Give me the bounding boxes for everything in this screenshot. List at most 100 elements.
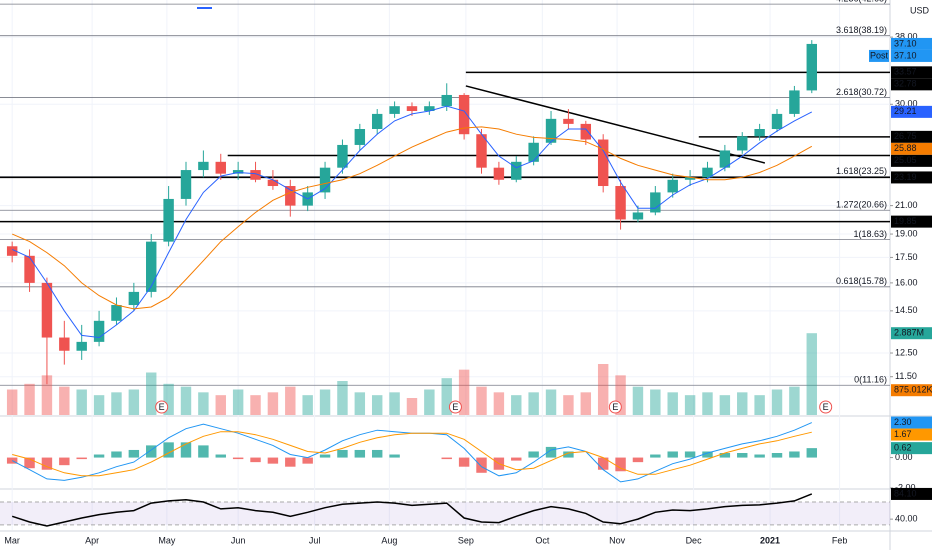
volume-bar <box>371 395 383 415</box>
y-tick-label: 21.00 <box>895 200 918 210</box>
price-tag <box>891 130 932 143</box>
earnings-label: E <box>159 402 165 412</box>
moving-average <box>12 126 813 310</box>
macd-histogram <box>41 457 53 470</box>
y-tick-label: 30.00 <box>895 99 918 109</box>
macd-histogram <box>754 454 765 458</box>
y-tick-label: 0.00 <box>895 452 913 462</box>
x-tick-label: Apr <box>85 535 99 545</box>
macd-histogram <box>545 446 557 458</box>
volume-bar <box>511 395 522 415</box>
earnings-label: E <box>823 402 829 412</box>
macd-histogram <box>128 449 140 458</box>
macd-histogram <box>719 453 731 458</box>
macd-histogram <box>737 453 748 458</box>
candle-body <box>789 90 800 114</box>
volume-bar <box>702 392 713 415</box>
macd-histogram <box>528 451 539 458</box>
fib-label: 1.618(23.25) <box>836 166 887 176</box>
price-tag-label: 33.57 <box>894 67 917 77</box>
y-tick-label: 16.00 <box>895 277 918 287</box>
price-tag-label: 37.10 <box>894 50 917 60</box>
candle-body <box>493 167 505 180</box>
macd-histogram <box>789 451 800 458</box>
macd-histogram <box>650 454 661 458</box>
y-tick-label: 38.00 <box>895 31 918 41</box>
volume-bar <box>441 378 452 415</box>
earnings-marker <box>819 400 833 414</box>
volume-bar <box>580 392 592 415</box>
price-tag-label: 19.85 <box>894 216 917 226</box>
y-tick-label: 40.00 <box>895 514 918 524</box>
volume-bar <box>632 386 644 415</box>
candle-body <box>180 170 192 199</box>
macd-histogram <box>441 457 452 460</box>
candle-body <box>406 106 418 111</box>
candle-body <box>702 167 713 178</box>
trendline <box>465 85 766 164</box>
candle-body <box>6 246 18 256</box>
candle-body <box>563 118 574 124</box>
price-tag-label: 23.19 <box>894 172 917 182</box>
volume-bar <box>528 392 539 415</box>
candle-body <box>580 123 592 140</box>
fib-label: 1.272(20.66) <box>836 200 887 210</box>
session-tag <box>869 49 889 62</box>
rsi-band <box>0 502 890 525</box>
price-tag-label: 32.78 <box>894 79 917 89</box>
candle-body <box>267 179 279 187</box>
price-tag-label: 29.21 <box>894 106 917 116</box>
volume-bar <box>93 395 105 415</box>
macd-histogram <box>684 451 696 458</box>
price-tag <box>891 327 932 340</box>
volume-bar <box>563 395 574 415</box>
price-tag <box>891 78 932 91</box>
macd-histogram <box>615 457 626 472</box>
x-tick-label: Nov <box>609 535 626 545</box>
volume-bar <box>337 381 348 415</box>
x-tick-label: Aug <box>381 535 397 545</box>
x-tick-label: Jun <box>231 535 246 545</box>
candle-body <box>59 337 70 351</box>
x-tick-label: Feb <box>832 535 848 545</box>
volume-bar <box>163 383 174 415</box>
price-tag-label: 2.30 <box>894 417 912 427</box>
fib-label: 0(11.16) <box>854 375 887 385</box>
y-tick-label: 19.00 <box>895 228 918 238</box>
candle-body <box>719 150 731 168</box>
volume-bar <box>180 386 192 415</box>
candle-body <box>24 255 35 283</box>
candle-body <box>458 94 470 135</box>
macd-histogram <box>111 451 122 458</box>
macd-histogram <box>76 457 87 460</box>
price-tag <box>891 49 932 62</box>
price-tag-label: 25.05 <box>894 155 917 165</box>
volume-bar <box>389 392 400 415</box>
macd-histogram <box>319 454 331 458</box>
candle-body <box>597 139 609 187</box>
price-tag-label: 37.10 <box>894 38 917 48</box>
macd-histogram <box>563 451 574 458</box>
candle-body <box>684 177 696 180</box>
candle-body <box>737 136 748 151</box>
candle-body <box>319 167 331 193</box>
macd-histogram <box>59 457 70 466</box>
session-tag-label: Post <box>870 50 889 60</box>
volume-bar <box>667 392 678 415</box>
candle-body <box>354 129 366 145</box>
macd-histogram <box>389 454 400 458</box>
macd-histogram <box>285 457 296 467</box>
candle-body <box>545 118 557 143</box>
volume-bar <box>650 389 661 415</box>
price-tag <box>891 171 932 184</box>
candle-body <box>337 144 348 168</box>
candle-body <box>771 113 783 130</box>
volume-bar <box>319 389 331 415</box>
fib-label: 1(18.63) <box>853 229 887 239</box>
volume-bar <box>6 389 18 415</box>
candle-body <box>198 161 209 171</box>
volume-bar <box>24 383 35 415</box>
macd-histogram <box>215 454 226 458</box>
earnings-marker <box>155 400 169 414</box>
volume-bar <box>684 395 696 415</box>
